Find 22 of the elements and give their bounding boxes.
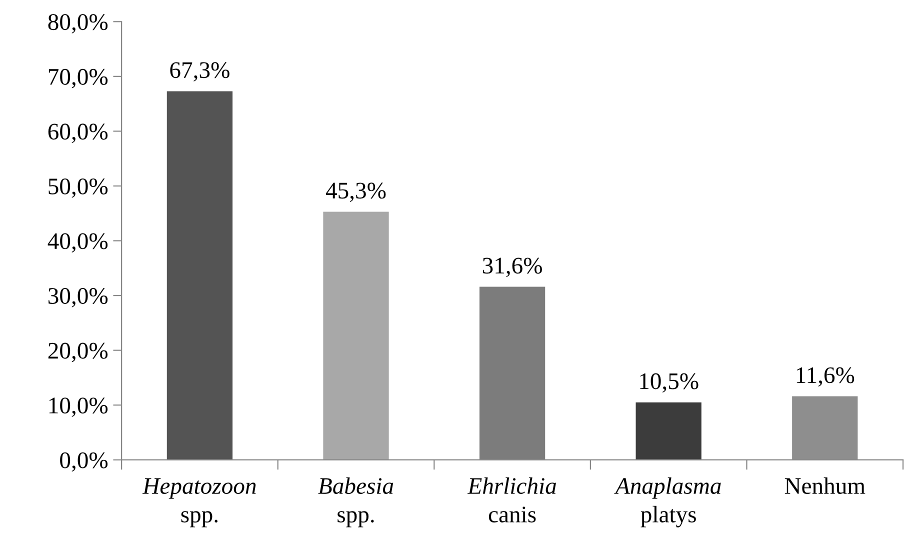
x-tick-label: Ehrlichia canis xyxy=(467,477,556,522)
y-tick-label: 60,0% xyxy=(48,124,108,144)
data-label: 10,5% xyxy=(640,373,698,393)
data-label: 31,6% xyxy=(482,258,542,278)
x-tick-label: Hepatozoon spp. xyxy=(142,478,256,528)
y-tick-label: 30,0% xyxy=(48,288,108,308)
y-tick-label: 80,0% xyxy=(48,14,108,34)
y-tick-label: 50,0% xyxy=(48,178,108,198)
y-tick-label: 20,0% xyxy=(48,342,108,362)
data-label: 67,3% xyxy=(170,62,230,82)
x-tick-label: Anaplasma platys xyxy=(614,477,721,528)
bar xyxy=(323,212,389,460)
y-tick-label: 70,0% xyxy=(48,68,108,88)
y-tick-label: 10,0% xyxy=(49,398,108,417)
bar xyxy=(636,402,702,460)
data-label: 45,3% xyxy=(326,182,386,202)
data-label: 11,6% xyxy=(796,367,854,387)
x-tick-label: Nenhum xyxy=(784,477,866,494)
y-tick-label: 40,0% xyxy=(48,233,108,253)
x-tick-label: Babesia spp. xyxy=(318,477,394,528)
bar xyxy=(166,91,233,460)
y-tick-label: 0,0% xyxy=(60,452,108,472)
